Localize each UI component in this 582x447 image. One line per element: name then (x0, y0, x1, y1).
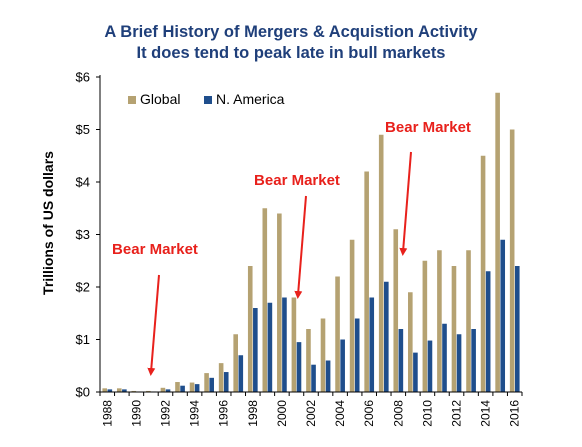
bar-global-1991 (146, 390, 151, 392)
bear-market-label: Bear Market (112, 241, 198, 258)
bar-global-2000 (277, 213, 282, 392)
x-tick-label: 2008 (391, 400, 405, 427)
legend-label-global: Global (140, 91, 180, 107)
x-tick-label: 2016 (508, 400, 522, 427)
bear-market-arrow (294, 195, 307, 299)
bar-namerica-2003 (325, 360, 331, 392)
y-tick-label: $4 (76, 175, 90, 190)
bar-namerica-2007 (384, 281, 389, 392)
x-tick-label: 1992 (158, 400, 172, 427)
bar-namerica-1988 (107, 389, 113, 392)
bar-global-1994 (189, 382, 195, 392)
bar-global-2011 (437, 250, 442, 392)
x-tick-label: 1994 (188, 400, 202, 427)
bar-namerica-2013 (471, 329, 476, 392)
bar-global-2001 (291, 297, 297, 392)
bar-namerica-2010 (427, 340, 433, 392)
legend-label-namerica: N. America (216, 91, 285, 107)
bar-global-1996 (218, 363, 224, 392)
y-axis-label: Trillions of US dollars (40, 151, 56, 295)
bar-namerica-2009 (413, 352, 418, 392)
x-tick-label: 2012 (450, 400, 464, 427)
bear-market-arrow (147, 274, 160, 376)
y-tick-label: $3 (76, 227, 90, 242)
bar-namerica-2016 (514, 266, 520, 392)
bar-namerica-2006 (369, 297, 375, 392)
bar-global-1992 (160, 387, 166, 392)
x-tick-label: 1998 (246, 400, 260, 427)
bar-global-1988 (102, 388, 108, 392)
bar-global-1990 (131, 390, 137, 392)
bar-global-2009 (408, 292, 413, 392)
bar-global-2015 (495, 92, 500, 392)
bar-namerica-1993 (180, 385, 185, 392)
bar-global-1989 (116, 388, 122, 392)
bar-namerica-2001 (296, 342, 302, 392)
bar-global-1993 (175, 382, 180, 392)
legend-swatch-global (128, 96, 136, 104)
bar-global-2002 (306, 329, 311, 392)
bar-namerica-1992 (165, 389, 171, 392)
bar-global-2012 (451, 266, 457, 392)
bar-namerica-1989 (122, 389, 127, 392)
x-tick-label: 2010 (420, 400, 434, 427)
bar-global-2008 (393, 229, 399, 392)
bar-global-2010 (422, 260, 428, 392)
bar-namerica-2000 (282, 297, 287, 392)
bar-namerica-1998 (253, 308, 258, 392)
chart-title: A Brief History of Mergers & Acquistion … (104, 23, 478, 41)
x-tick-label: 1996 (217, 400, 231, 427)
bar-global-2003 (320, 318, 326, 392)
bar-global-1997 (233, 334, 238, 392)
bar-namerica-1999 (267, 302, 273, 392)
bar-global-2005 (349, 239, 355, 392)
y-tick-label: $1 (76, 332, 90, 347)
bar-global-2013 (466, 250, 471, 392)
bar-global-1999 (262, 208, 268, 392)
bear-market-label: Bear Market (254, 172, 340, 189)
bar-global-2004 (335, 276, 340, 392)
bar-namerica-2014 (485, 271, 491, 392)
y-tick-label: $6 (76, 70, 90, 85)
bar-global-1995 (204, 373, 209, 392)
bar-namerica-2008 (398, 329, 404, 392)
bar-namerica-1995 (209, 377, 214, 392)
bar-namerica-2011 (442, 323, 447, 392)
x-tick-label: 1988 (100, 400, 114, 427)
bar-global-2007 (378, 134, 384, 392)
bar-namerica-1994 (194, 384, 200, 392)
legend-swatch-namerica (204, 96, 212, 104)
x-tick-label: 2002 (304, 400, 318, 427)
bar-namerica-2002 (311, 364, 316, 392)
x-tick-label: 2014 (479, 400, 493, 427)
x-tick-label: 2006 (362, 400, 376, 427)
bar-namerica-2005 (354, 318, 360, 392)
bar-namerica-1996 (223, 372, 229, 392)
bar-global-2016 (509, 129, 515, 392)
x-tick-label: 2004 (333, 400, 347, 427)
bar-namerica-2015 (500, 239, 506, 392)
x-tick-label: 1990 (129, 400, 143, 427)
bar-global-2006 (364, 171, 369, 392)
bear-market-label: Bear Market (385, 119, 471, 136)
chart-subtitle: It does tend to peak late in bull market… (137, 44, 446, 62)
y-tick-label: $5 (76, 122, 90, 137)
y-tick-label: $0 (76, 385, 90, 400)
bear-market-arrow (399, 151, 412, 256)
bar-global-2014 (480, 155, 486, 392)
bar-global-1998 (247, 266, 253, 392)
bar-namerica-2012 (456, 334, 462, 392)
bar-namerica-2004 (340, 339, 345, 392)
y-tick-label: $2 (76, 280, 90, 295)
bar-namerica-1997 (238, 355, 244, 392)
x-tick-label: 2000 (275, 400, 289, 427)
